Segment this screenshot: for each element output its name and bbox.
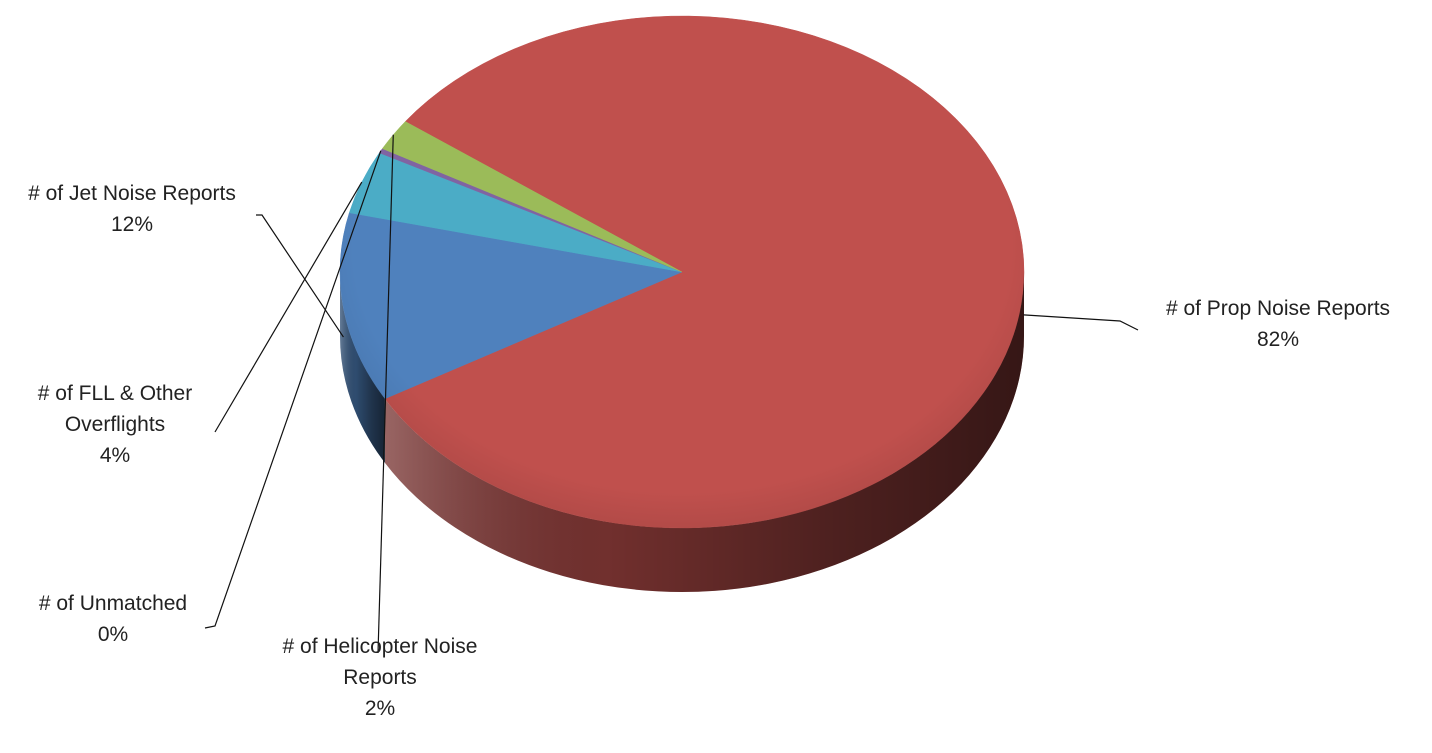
leader-line-of-unmatched [204,150,382,629]
data-label-of-prop-noise-reports: # of Prop Noise Reports 82% [1166,297,1390,351]
leader-line-of-prop-noise-reports [1023,314,1139,331]
data-label-of-helicopter-noise-reports: # of Helicopter Noise Reports 2% [283,635,478,720]
data-label-of-unmatched: # of Unmatched 0% [39,592,187,646]
data-label-of-fll-other-overflights: # of FLL & Other Overflights 4% [38,382,192,467]
pie-side-shading [384,272,1024,592]
pie-top-shading [340,16,1024,528]
pie-side-shading [340,272,385,463]
leader-line-of-helicopter-noise-reports [377,134,394,654]
leader-line-of-fll-other-overflights [214,181,363,433]
leader-line-of-jet-noise-reports [256,214,344,338]
data-label-of-jet-noise-reports: # of Jet Noise Reports 12% [28,182,236,236]
